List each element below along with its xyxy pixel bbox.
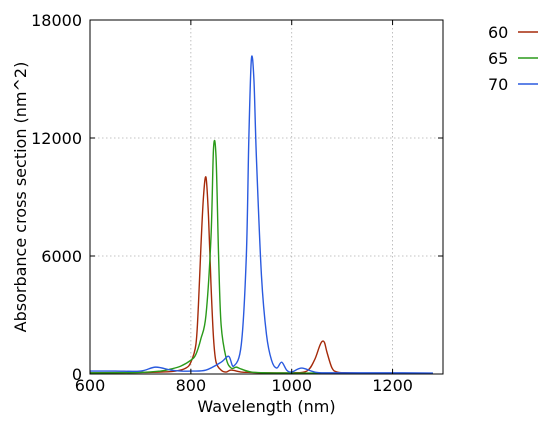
y-tick-label: 18000: [31, 11, 82, 30]
y-tick-label: 12000: [31, 129, 82, 148]
legend-label-70: 70: [488, 75, 508, 94]
y-axis-label: Absorbance cross section (nm^2): [11, 62, 30, 333]
y-tick-label: 0: [72, 365, 82, 384]
x-tick-label: 1200: [372, 376, 413, 395]
series-line-70: [90, 55, 433, 374]
series-line-65: [89, 139, 433, 375]
legend: 60 65 70: [488, 23, 538, 94]
legend-label-65: 65: [488, 49, 508, 68]
x-tick-label: 1000: [271, 376, 312, 395]
legend-label-60: 60: [488, 23, 508, 42]
y-tick-label: 6000: [41, 247, 82, 266]
x-tick-label: 600: [75, 376, 106, 395]
axes-frame: [89, 19, 444, 375]
x-axis-label: Wavelength (nm): [197, 397, 335, 416]
grid: [90, 20, 443, 374]
series-line-60: [89, 176, 433, 375]
plot-area: [89, 55, 433, 375]
x-tick-label: 800: [176, 376, 207, 395]
